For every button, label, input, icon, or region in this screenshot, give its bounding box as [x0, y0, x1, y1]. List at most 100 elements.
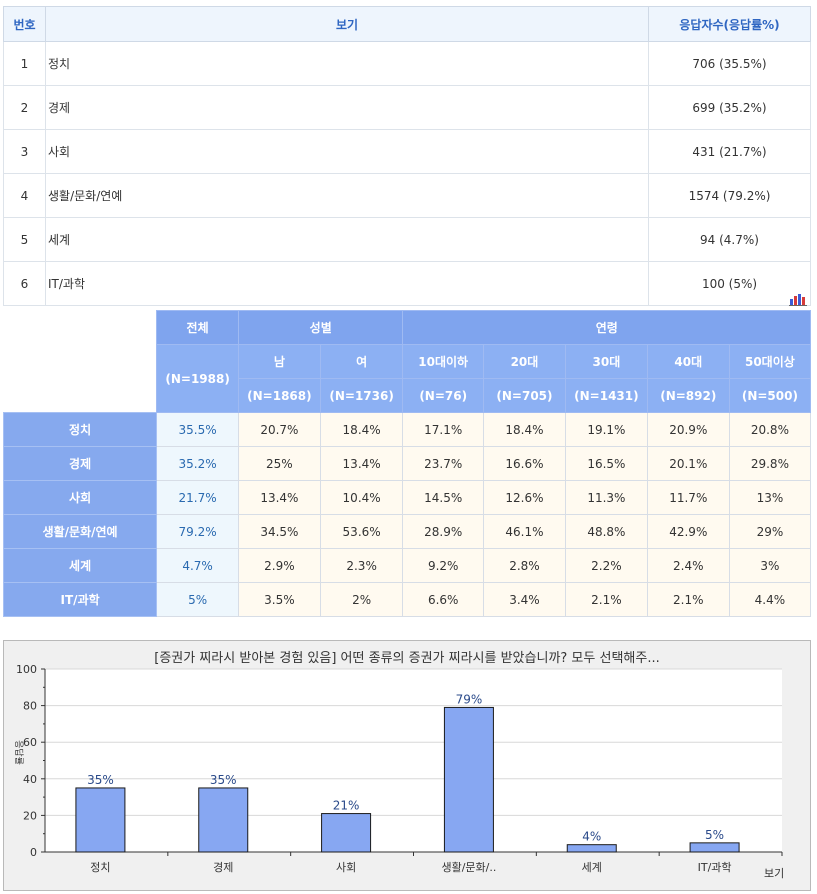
crosstab-cell: 2.8%	[482, 548, 566, 583]
x-tick-label: 사회	[336, 861, 356, 874]
crosstab-cell: 23.7%	[402, 446, 484, 481]
crosstab-cell: 20.1%	[646, 446, 730, 481]
row-count: 100 (5%)	[648, 261, 811, 306]
crosstab-total-cell: 21.7%	[156, 480, 239, 515]
bar-chart-icon[interactable]	[789, 292, 807, 306]
bar	[443, 706, 494, 853]
row-number: 2	[3, 85, 46, 130]
crosstab-table: 전체 성별 연령 (N=1988) 남 여 10대이하 20대 30대 40대 50대이상 (N=18…	[2, 310, 812, 617]
crosstab-cell: 48.8%	[564, 514, 648, 549]
bar	[198, 787, 249, 853]
response-summary-table: 번호 보기 응답자수(응답률%) 1 정치 706 (35.5%) 2 경제 699 (3…	[3, 6, 811, 306]
bar-data-label: 4%	[582, 830, 601, 844]
header-subgroup-n: (N=76)	[402, 378, 484, 413]
crosstab-cell: 34.5%	[237, 514, 321, 549]
header-total-n: (N=1988)	[156, 344, 239, 413]
row-option: IT/과학	[45, 261, 649, 306]
row-number: 4	[3, 173, 46, 218]
crosstab-cell: 6.6%	[402, 582, 484, 617]
crosstab-row-label: 생활/문화/연예	[2, 514, 158, 549]
crosstab-cell: 16.5%	[564, 446, 648, 481]
crosstab-cell: 10.4%	[319, 480, 404, 515]
crosstab-cell: 20.7%	[237, 412, 321, 447]
crosstab-cell: 3%	[728, 548, 812, 583]
bar-data-label: 35%	[87, 773, 114, 787]
crosstab-cell: 11.3%	[564, 480, 648, 515]
header-subgroup-n: (N=1868)	[237, 378, 321, 413]
header-gender: 성별	[237, 310, 404, 345]
crosstab-cell: 28.9%	[402, 514, 484, 549]
crosstab-cell: 19.1%	[564, 412, 648, 447]
row-option: 경제	[45, 85, 649, 130]
y-tick-label: 80	[23, 700, 37, 713]
row-count: 706 (35.5%)	[648, 41, 811, 86]
x-tick-label: 세계	[582, 861, 602, 874]
y-tick-label: 60	[23, 736, 37, 749]
header-subgroup-n: (N=892)	[646, 378, 730, 413]
y-tick-label: 40	[23, 773, 37, 786]
row-number: 3	[3, 129, 46, 174]
header-subgroup: 50대이상	[728, 344, 812, 379]
x-tick-label: 경제	[213, 861, 233, 874]
header-subgroup-n: (N=1431)	[564, 378, 648, 413]
crosstab-cell: 2.1%	[564, 582, 648, 617]
plot-area	[45, 669, 782, 852]
bar-data-label: 21%	[333, 799, 360, 813]
crosstab-cell: 18.4%	[319, 412, 404, 447]
crosstab-row-label: 사회	[2, 480, 158, 515]
chart-title: [증권가 찌라시 받아본 경험 있음] 어떤 종류의 증권가 찌라시를 받았습니…	[154, 651, 660, 666]
bar-data-label: 35%	[210, 773, 237, 787]
crosstab-cell: 4.4%	[728, 582, 812, 617]
crosstab-cell: 17.1%	[402, 412, 484, 447]
crosstab-cell: 13.4%	[237, 480, 321, 515]
row-count: 699 (35.2%)	[648, 85, 811, 130]
y-axis-label: 응답률	[13, 740, 25, 765]
crosstab-cell: 13.4%	[319, 446, 404, 481]
crosstab-header-row-2: (N=1988) 남 여 10대이하 20대 30대 40대 50대이상	[4, 344, 812, 413]
table-header-row: 번호 보기 응답자수(응답률%)	[3, 6, 811, 42]
table-row: 5 세계 94 (4.7%)	[3, 217, 811, 262]
crosstab-cell: 29%	[728, 514, 812, 549]
row-option: 사회	[45, 129, 649, 174]
header-subgroup: 30대	[564, 344, 648, 379]
x-tick-label: 정치	[90, 861, 110, 874]
y-tick-label: 100	[16, 663, 37, 676]
header-subgroup: 20대	[482, 344, 566, 379]
x-tick-label: IT/과학	[698, 861, 732, 874]
header-count: 응답자수(응답률%)	[648, 6, 811, 42]
crosstab-row-label: 경제	[2, 446, 158, 481]
crosstab-cell: 20.8%	[728, 412, 812, 447]
y-tick-label: 0	[30, 846, 37, 859]
crosstab-total-cell: 35.2%	[156, 446, 239, 481]
crosstab-row-label: 세계	[2, 548, 158, 583]
crosstab-cell: 2.4%	[646, 548, 730, 583]
crosstab-header-row-1: 전체 성별 연령	[3, 310, 811, 413]
crosstab-cell: 3.5%	[237, 582, 321, 617]
header-subgroup: 남	[237, 344, 321, 379]
header-subgroup-n: (N=1736)	[319, 378, 404, 413]
crosstab-cell: 16.6%	[482, 446, 566, 481]
row-option: 생활/문화/연예	[45, 173, 649, 218]
crosstab-cell: 29.8%	[728, 446, 812, 481]
crosstab-cell: 13%	[728, 480, 812, 515]
crosstab-total-cell: 5%	[156, 582, 239, 617]
crosstab-row-label: 정치	[2, 412, 158, 447]
table-row: 6 IT/과학 100 (5%)	[3, 261, 811, 306]
table-row: 3 사회 431 (21.7%)	[3, 129, 811, 174]
crosstab-total-cell: 35.5%	[156, 412, 239, 447]
crosstab-cell: 2.2%	[564, 548, 648, 583]
crosstab-cell: 2%	[319, 582, 404, 617]
crosstab-row: IT/과학 5% 3.5% 2% 6.6% 3.4% 2.1% 2.1% 4.4%	[2, 582, 812, 617]
header-subgroup-n: (N=705)	[482, 378, 566, 413]
header-subgroup-n: (N=500)	[728, 378, 812, 413]
crosstab-cell: 53.6%	[319, 514, 404, 549]
crosstab-cell: 2.9%	[237, 548, 321, 583]
crosstab-cell: 12.6%	[482, 480, 566, 515]
row-count: 1574 (79.2%)	[648, 173, 811, 218]
crosstab-row: 경제 35.2% 25% 13.4% 23.7% 16.6% 16.5% 20.1% 29.8%	[2, 446, 812, 481]
header-subgroup: 10대이하	[402, 344, 484, 379]
crosstab-row: 사회 21.7% 13.4% 10.4% 14.5% 12.6% 11.3% 11.7% 13%	[2, 480, 812, 515]
header-subgroup: 여	[319, 344, 404, 379]
header-total: 전체	[156, 310, 239, 345]
crosstab-cell: 20.9%	[646, 412, 730, 447]
